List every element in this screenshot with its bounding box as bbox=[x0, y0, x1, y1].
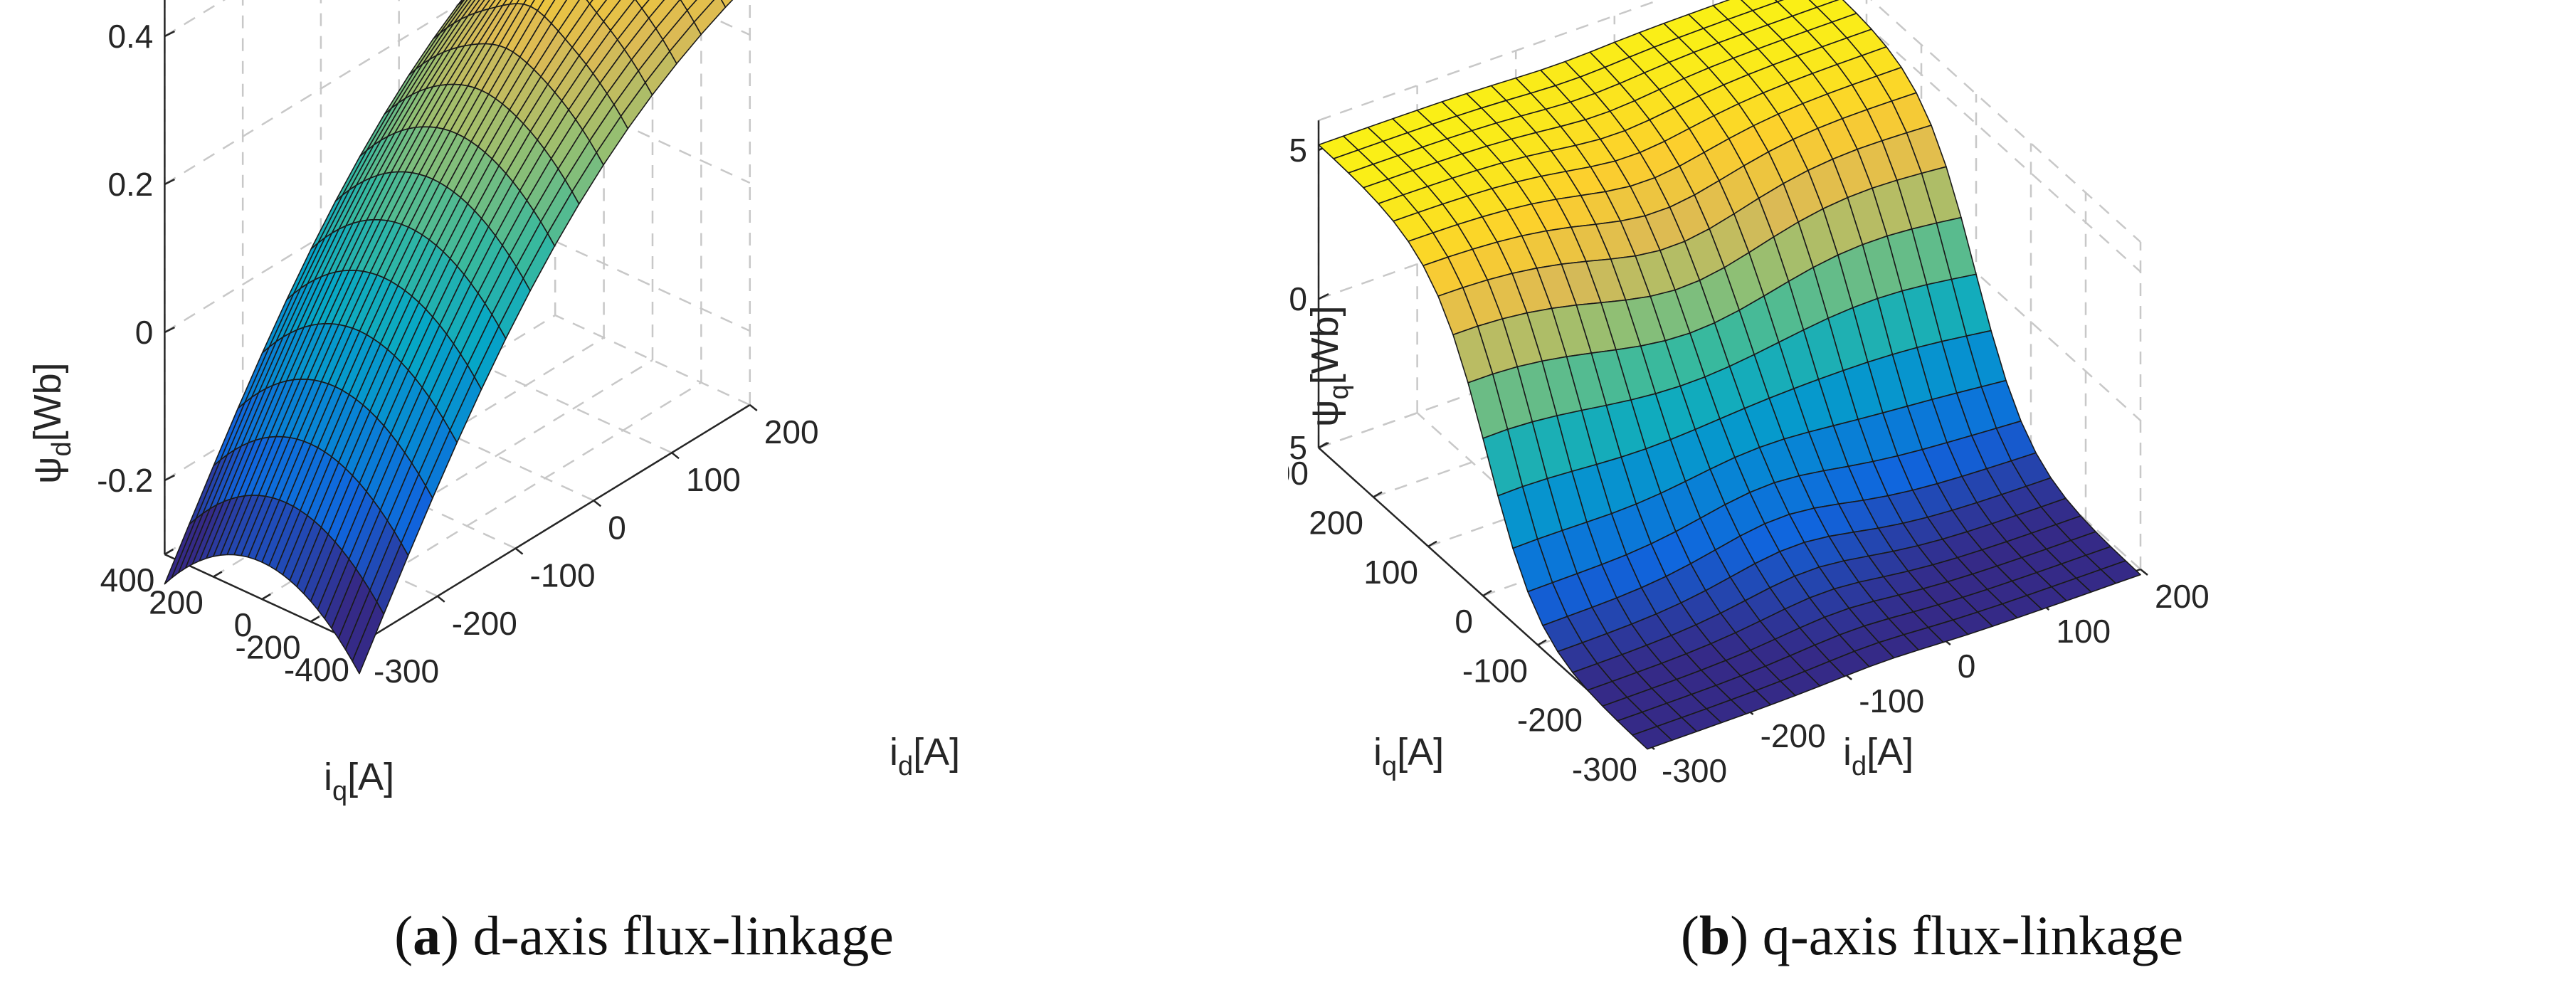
surface bbox=[164, 0, 734, 675]
tick-mark-z bbox=[164, 474, 175, 482]
iq-tick-label: -200 bbox=[1517, 702, 1583, 739]
surface-face bbox=[586, 0, 593, 5]
z-tick-label: 0.2 bbox=[107, 166, 153, 203]
iq-axis-label-unit: [A] bbox=[1397, 731, 1444, 774]
surface-face bbox=[352, 601, 385, 675]
z-axis-label-subscript: q bbox=[1324, 384, 1354, 399]
tick-mark-iq bbox=[261, 593, 271, 601]
id-tick-label: -100 bbox=[530, 557, 596, 594]
tick-mark-id bbox=[436, 595, 445, 603]
z-axis-label-subscript: d bbox=[47, 441, 77, 456]
caption-b-letter: b bbox=[1699, 904, 1731, 966]
tick-mark-id bbox=[593, 500, 602, 507]
id-tick-label: 200 bbox=[764, 413, 819, 450]
tick-mark-id bbox=[671, 452, 680, 460]
z-axis-label-symbol: ψ bbox=[26, 457, 69, 485]
z-tick-label: -0.5 bbox=[1288, 429, 1307, 466]
id-tick-label: -300 bbox=[374, 653, 439, 690]
tick-mark-iq bbox=[164, 548, 174, 556]
axis-id bbox=[359, 403, 751, 645]
tick-mark-iq bbox=[310, 616, 320, 623]
panel-a-d-axis-flux: -0.2 0 0.2 0.4 400 200 0 -200 -400 -300 -200 -100 0 1… bbox=[0, 0, 1288, 966]
z-axis-label-unit: [Wb] bbox=[26, 362, 69, 441]
iq-axis-label-subscript: q bbox=[332, 776, 347, 806]
tick-mark-iq bbox=[1427, 540, 1437, 547]
id-axis-label-symbol: i bbox=[890, 731, 898, 774]
grid-line-z bbox=[164, 0, 468, 186]
caption-b: (b) q-axis flux-linkage bbox=[1680, 904, 2184, 966]
tick-labels: 0.50-0.53002001000-100-200-300-300-200-1… bbox=[1288, 132, 2210, 789]
tick-mark-id bbox=[514, 547, 524, 555]
iq-tick-label: 100 bbox=[1363, 554, 1418, 591]
id-axis-label-subscript: d bbox=[1852, 751, 1867, 781]
id-tick-label: -200 bbox=[1761, 717, 1826, 754]
surface-face bbox=[1632, 725, 1673, 750]
id-axis-label-unit: [A] bbox=[913, 731, 960, 774]
id-tick-label: -200 bbox=[452, 605, 517, 642]
z-tick-label: -0.2 bbox=[97, 462, 153, 499]
z-axis-label-symbol: ψ bbox=[1304, 400, 1346, 428]
iq-tick-label: 400 bbox=[100, 561, 155, 598]
z-axis-label: ψq[Wb] bbox=[1304, 305, 1354, 427]
tick-mark-iq bbox=[1318, 442, 1328, 449]
caption-a-letter: a bbox=[413, 904, 441, 966]
id-tick-label: -300 bbox=[1662, 752, 1727, 789]
z-axis-label: ψd[Wb] bbox=[26, 362, 77, 484]
tick-mark-iq bbox=[213, 571, 223, 578]
surface-face bbox=[720, 0, 734, 8]
z-tick-label: 0 bbox=[1289, 280, 1307, 317]
grid-line-top bbox=[1870, 0, 2141, 243]
tick-mark-iq bbox=[1482, 590, 1492, 597]
iq-tick-label: 0 bbox=[234, 606, 253, 643]
tick-mark-z bbox=[164, 30, 175, 38]
id-axis-label-subscript: d bbox=[898, 751, 913, 781]
tick-mark-z bbox=[164, 326, 175, 334]
tick-mark-iq bbox=[1537, 639, 1547, 646]
tick-mark-z bbox=[1318, 292, 1329, 300]
iq-tick-label: -300 bbox=[1572, 751, 1637, 788]
z-tick-label: 0 bbox=[135, 314, 154, 351]
id-axis-label-unit: [A] bbox=[1867, 731, 1913, 774]
caption-a: (a) d-axis flux-linkage bbox=[394, 904, 894, 966]
iq-axis-label-unit: [A] bbox=[347, 756, 394, 798]
id-tick-label: 100 bbox=[2056, 613, 2111, 650]
tick-mark-iq bbox=[1373, 491, 1383, 498]
id-tick-label: 0 bbox=[1958, 648, 1976, 685]
id-tick-label: -100 bbox=[1859, 682, 1924, 719]
iq-tick-label: 300 bbox=[1288, 455, 1309, 492]
id-axis-label: id[A] bbox=[890, 731, 960, 781]
id-axis-label-symbol: i bbox=[1843, 731, 1852, 774]
id-tick-label: 200 bbox=[2155, 578, 2210, 615]
caption-b-text: q-axis flux-linkage bbox=[1748, 904, 2184, 966]
iq-tick-label: -400 bbox=[284, 651, 349, 688]
iq-tick-label: 200 bbox=[1309, 505, 1363, 542]
iq-axis-label: iq[A] bbox=[324, 756, 394, 806]
iq-axis-label-subscript: q bbox=[1382, 751, 1397, 781]
iq-axis-label-symbol: i bbox=[324, 756, 332, 798]
id-axis-label: id[A] bbox=[1843, 731, 1913, 781]
tick-mark-id bbox=[749, 404, 758, 411]
caption-a-text: d-axis flux-linkage bbox=[459, 904, 894, 966]
iq-axis-label: iq[A] bbox=[1373, 731, 1444, 781]
grid-line-top bbox=[1318, 0, 1662, 122]
iq-axis-label-symbol: i bbox=[1373, 731, 1382, 774]
z-tick-label: 0.4 bbox=[107, 18, 153, 55]
iq-tick-label: 200 bbox=[149, 584, 204, 621]
z-axis-label-unit: [Wb] bbox=[1304, 305, 1346, 384]
surface bbox=[1318, 0, 2141, 750]
iq-tick-label: -100 bbox=[1462, 652, 1528, 689]
iq-tick-label: 0 bbox=[1455, 603, 1473, 640]
z-tick-label: 0.5 bbox=[1288, 132, 1307, 169]
id-tick-label: 0 bbox=[608, 509, 626, 546]
tick-mark-z bbox=[164, 178, 175, 186]
surface-plot-psi-q: 0.50-0.53002001000-100-200-300-300-200-1… bbox=[1288, 0, 2210, 789]
tick-mark-id bbox=[2140, 569, 2148, 576]
panel-b-q-axis-flux: 0.50-0.53002001000-100-200-300-300-200-1… bbox=[1288, 0, 2576, 966]
id-tick-label: 100 bbox=[686, 461, 741, 498]
iq-tick-label: -200 bbox=[236, 629, 301, 666]
axes bbox=[164, 0, 758, 650]
